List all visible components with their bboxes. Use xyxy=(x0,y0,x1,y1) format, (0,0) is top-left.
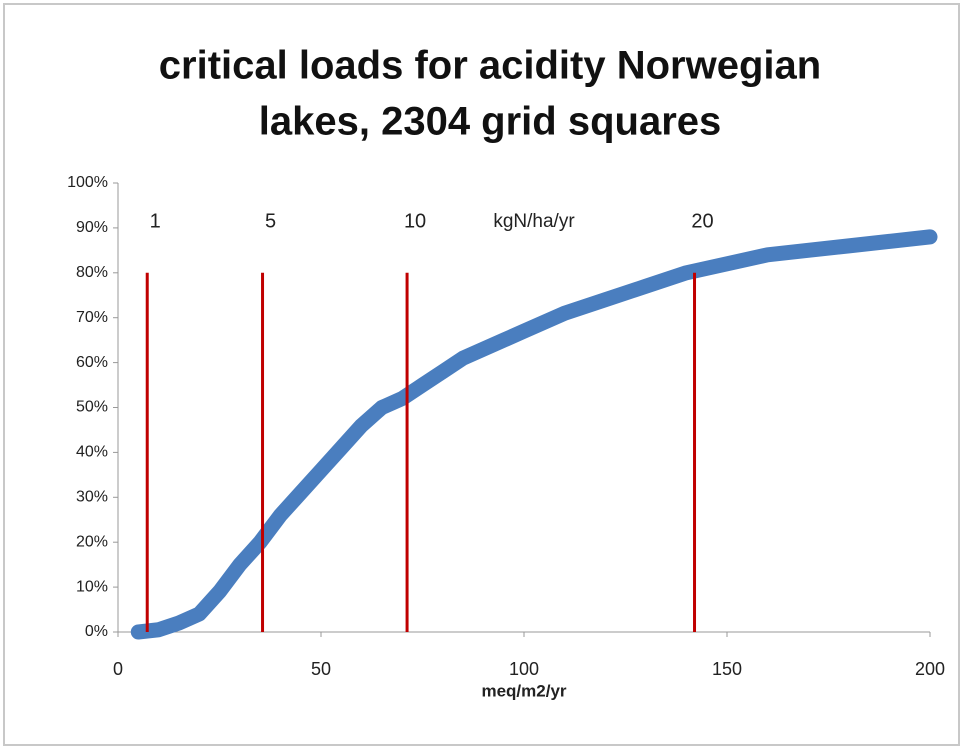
x-tick-label: 0 xyxy=(113,659,123,679)
y-tick-label: 20% xyxy=(76,533,108,550)
y-tick-label: 70% xyxy=(76,309,108,326)
reference-label: 10 xyxy=(404,210,426,232)
chart-title: critical loads for acidity Norwegian xyxy=(159,44,821,88)
data-line xyxy=(130,229,938,640)
x-tick-label: 150 xyxy=(712,659,742,679)
x-axis-label: meq/m2/yr xyxy=(481,681,566,700)
y-tick-label: 30% xyxy=(76,489,108,506)
y-tick-label: 0% xyxy=(85,623,108,640)
y-tick-label: 100% xyxy=(67,174,108,191)
y-tick-label: 50% xyxy=(76,399,108,416)
y-tick-label: 90% xyxy=(76,219,108,236)
reference-label: 5 xyxy=(265,210,276,232)
reference-label: 1 xyxy=(150,210,161,232)
reference-label: 20 xyxy=(691,210,713,232)
y-tick-label: 10% xyxy=(76,578,108,595)
chart-title: lakes, 2304 grid squares xyxy=(259,100,722,144)
x-tick-label: 200 xyxy=(915,659,945,679)
x-tick-label: 50 xyxy=(311,659,331,679)
y-tick-label: 60% xyxy=(76,354,108,371)
y-tick-label: 80% xyxy=(76,264,108,281)
y-tick-label: 40% xyxy=(76,444,108,461)
annotation: kgN/ha/yr xyxy=(493,211,575,232)
x-tick-label: 100 xyxy=(509,659,539,679)
